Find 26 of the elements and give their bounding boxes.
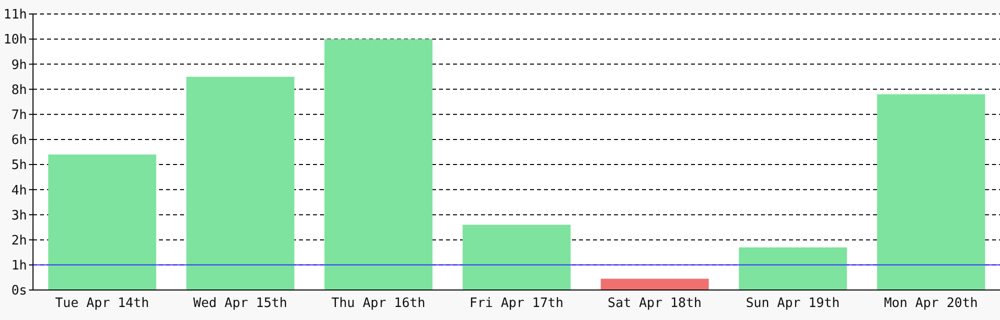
y-tick-label: 3h [11, 208, 27, 224]
y-tick-label: 4h [11, 183, 27, 198]
x-tick-label: Tue Apr 14th [55, 296, 150, 312]
x-tick-label: Wed Apr 15th [193, 296, 288, 312]
bar [600, 278, 709, 290]
y-tick-label: 2h [11, 233, 27, 248]
bar [48, 154, 156, 290]
y-tick-label: 11h [4, 8, 27, 23]
bar [324, 39, 432, 290]
y-tick-label: 0s [11, 284, 27, 299]
bar [877, 94, 986, 290]
bar [738, 247, 847, 290]
y-tick-label: 8h [11, 82, 27, 98]
x-tick-label: Mon Apr 20th [884, 296, 978, 312]
y-tick-label: 9h [11, 58, 27, 73]
y-tick-label: 10h [4, 32, 27, 48]
x-tick-label: Thu Apr 16th [331, 296, 426, 312]
bar [462, 224, 571, 290]
x-tick-label: Sat Apr 18th [608, 296, 702, 312]
y-tick-label: 6h [11, 133, 27, 148]
y-tick-label: 7h [11, 108, 27, 123]
y-tick-label: 5h [11, 158, 27, 174]
x-tick-label: Fri Apr 17th [470, 296, 564, 312]
bar [186, 76, 294, 290]
x-tick-label: Sun Apr 19th [746, 296, 840, 312]
y-tick-label: 1h [11, 258, 27, 274]
